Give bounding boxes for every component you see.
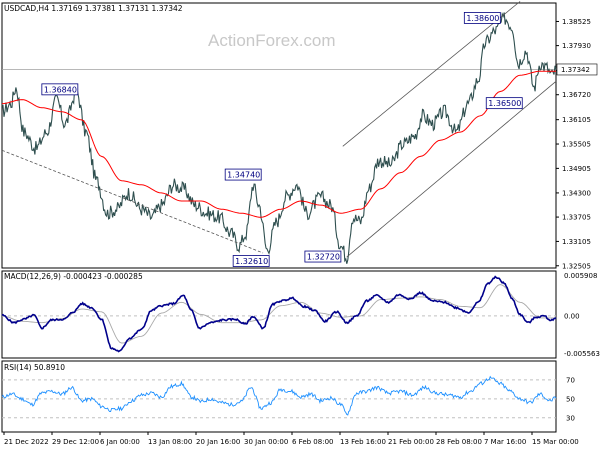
- price-annotation: 1.36500: [485, 97, 523, 110]
- price-axis-tick-label: 1.33705: [562, 214, 591, 222]
- x-axis-tick-label: 21 Feb 00:00: [388, 438, 434, 446]
- rsi-axis-tick-label: 30: [566, 414, 575, 422]
- price-axis-tick-label: 1.37930: [562, 42, 591, 50]
- price-axis-tick-label: 1.35505: [562, 141, 591, 149]
- price-annotation: 1.38600: [463, 12, 501, 24]
- x-axis-tick-label: 29 Dec 12:00: [52, 438, 99, 446]
- x-axis-tick-label: 7 Mar 16:00: [484, 438, 526, 446]
- price-axis-tick-label: 1.38525: [562, 18, 591, 26]
- price-series: [1, 11, 557, 264]
- price-axis-tick-label: 1.32505: [562, 262, 591, 270]
- macd-axis-tick-label: 0.00: [564, 312, 580, 320]
- x-axis-tick-label: 6 Jan 00:00: [100, 438, 140, 446]
- x-axis-tick-label: 21 Dec 2022: [4, 438, 49, 446]
- falling-trendline: [1, 149, 264, 254]
- macd-panel-title: MACD(12,26,9) -0.000423 -0.000285: [4, 272, 143, 281]
- price-annotation: 1.34740: [224, 168, 262, 181]
- x-axis-tick-label: 28 Feb 08:00: [436, 438, 482, 446]
- x-axis-tick-label: 20 Jan 16:00: [196, 438, 240, 446]
- current-price-label: 1.37342: [561, 66, 590, 74]
- macd-axis-tick-label: 0.005908: [564, 272, 597, 280]
- x-axis-tick-label: 6 Feb 08:00: [292, 438, 333, 446]
- current-price-tag: [556, 63, 598, 76]
- moving-average-series: [1, 70, 556, 218]
- price-annotation-label: 1.36840: [44, 85, 77, 94]
- rsi-axis-tick-label: 70: [566, 376, 575, 384]
- price-axis-tick-label: 1.36105: [562, 116, 591, 124]
- price-axis-tick-label: 1.33105: [562, 238, 591, 246]
- price-annotation-label: 1.32610: [235, 257, 268, 266]
- macd-axis-tick-label: -0.005563: [564, 350, 600, 358]
- x-axis-tick-label: 13 Feb 16:00: [340, 438, 386, 446]
- rsi-series: [1, 375, 557, 416]
- price-annotation-label: 1.38600: [466, 14, 499, 23]
- price-axis-tick-label: 1.34905: [562, 165, 591, 173]
- price-annotation: 1.32610: [232, 255, 270, 267]
- price-annotation: 1.36840: [41, 83, 79, 96]
- price-annotation-label: 1.34740: [227, 171, 260, 180]
- price-axis-tick-label: 1.36720: [562, 91, 591, 99]
- x-axis-tick-label: 30 Jan 00:00: [244, 438, 288, 446]
- price-axis-tick-label: 1.34300: [562, 189, 591, 197]
- channel-lower-line: [346, 81, 557, 258]
- channel-upper-line: [342, 1, 521, 147]
- rsi-panel-title: RSI(14) 50.8910: [4, 363, 65, 372]
- watermark: ActionForex.com: [208, 31, 336, 50]
- x-axis-tick-label: 13 Jan 08:00: [148, 438, 192, 446]
- rsi-panel: [1, 360, 557, 433]
- x-axis-tick-label: 15 Mar 00:00: [532, 438, 579, 446]
- macd-series: [1, 275, 557, 353]
- macd-panel: [1, 270, 557, 359]
- price-annotation: 1.32720: [304, 250, 342, 263]
- price-annotation-label: 1.36500: [488, 99, 521, 108]
- rsi-axis-tick-label: 50: [566, 395, 575, 403]
- price-panel-title: USDCAD,H4 1.37169 1.37381 1.37131 1.3734…: [4, 4, 183, 13]
- price-annotation-label: 1.32720: [307, 253, 340, 262]
